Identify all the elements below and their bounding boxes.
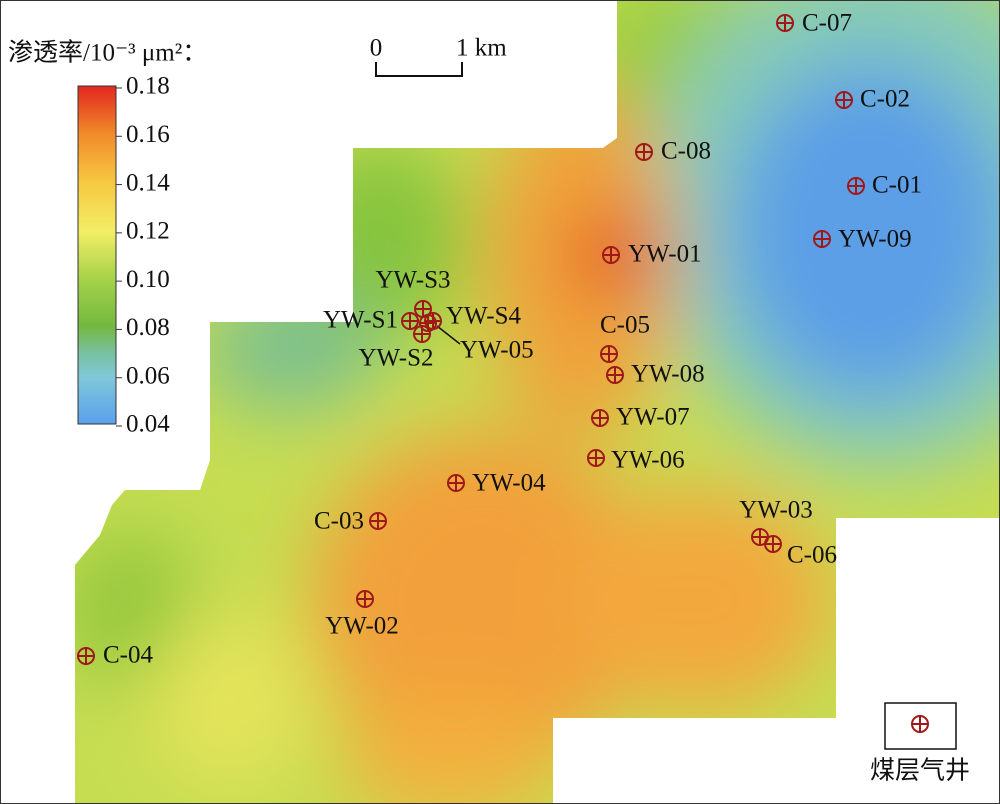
well-label: C-02 — [860, 86, 910, 113]
well-label: YW-S4 — [446, 303, 522, 330]
well-label: YW-03 — [739, 497, 813, 524]
well-label: YW-01 — [628, 241, 702, 268]
colorbar-tick-label: 0.18 — [126, 73, 170, 100]
well-label: C-03 — [314, 508, 364, 535]
well-label: YW-06 — [611, 447, 685, 474]
scale-end: 1 km — [456, 35, 507, 62]
well-label: YW-07 — [616, 404, 690, 431]
well-label: YW-09 — [838, 226, 912, 253]
scale-line — [375, 62, 463, 77]
well-label: YW-05 — [460, 337, 534, 364]
well-label: C-05 — [600, 312, 650, 339]
leader-line — [436, 325, 461, 345]
colorbar-tick-label: 0.08 — [126, 314, 170, 341]
colorbar-tick-label: 0.10 — [126, 266, 170, 293]
scale-bar: 0 1 km — [370, 35, 507, 77]
well-label: C-01 — [872, 172, 922, 199]
well-label: YW-S3 — [376, 267, 451, 294]
colorbar-tick-label: 0.16 — [126, 121, 170, 148]
well-label: YW-S2 — [359, 345, 434, 372]
well-label: YW-04 — [472, 470, 546, 497]
well-legend-label: 煤层气井 — [870, 757, 970, 785]
well-label: C-07 — [802, 10, 852, 37]
colorbar-tick-label: 0.12 — [126, 218, 170, 245]
well-label: C-08 — [661, 138, 711, 165]
legend-title: 渗透率/10⁻³ μm²： — [8, 39, 207, 67]
colorbar-tick-label: 0.06 — [126, 362, 170, 389]
well-label: C-04 — [103, 642, 154, 669]
colorbar-tick-label: 0.04 — [126, 411, 170, 438]
well-label: C-06 — [787, 542, 837, 569]
colorbar-tick-label: 0.14 — [126, 169, 170, 196]
colorbar — [77, 85, 117, 425]
well-label: YW-08 — [631, 361, 705, 388]
well-label: YW-02 — [325, 613, 399, 640]
scale-start: 0 — [370, 35, 383, 62]
well-label: YW-S1 — [323, 307, 398, 334]
